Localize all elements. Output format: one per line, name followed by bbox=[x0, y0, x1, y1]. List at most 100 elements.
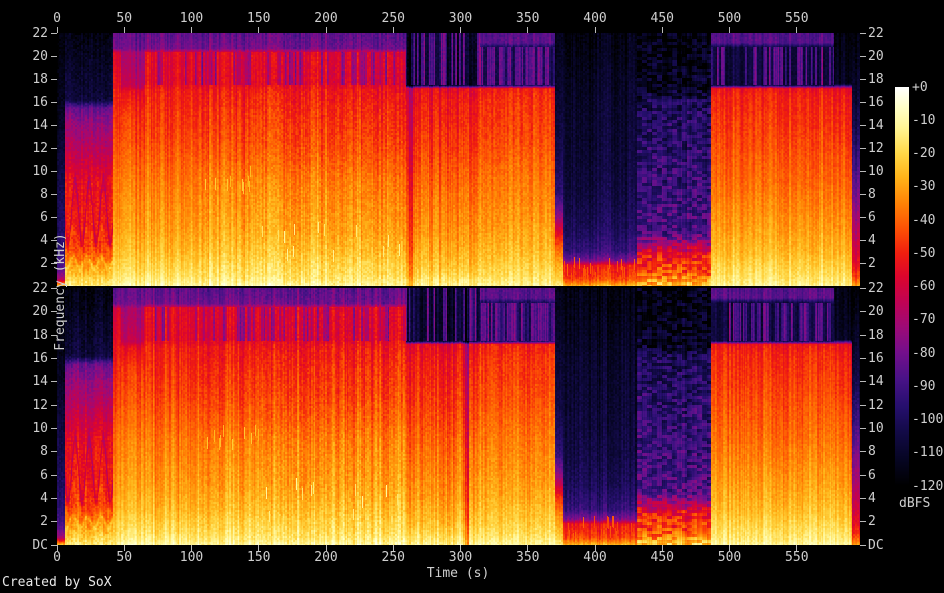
freq-tick-left bbox=[51, 474, 57, 476]
freq-tick-label-left: 14 bbox=[32, 374, 48, 390]
freq-tick-left bbox=[51, 262, 57, 264]
top-time-tick-label: 400 bbox=[583, 11, 607, 26]
top-time-tick bbox=[392, 27, 394, 33]
freq-tick-label-right: 10 bbox=[868, 420, 884, 436]
bottom-time-tick bbox=[325, 545, 327, 551]
freq-tick-right bbox=[860, 193, 866, 195]
freq-tick-left bbox=[51, 101, 57, 103]
freq-tick-label-right: 22 bbox=[868, 26, 884, 42]
freq-tick-label-left: 4 bbox=[40, 232, 48, 248]
top-time-tick bbox=[325, 27, 327, 33]
freq-tick-label-left: 12 bbox=[32, 397, 48, 413]
freq-tick-left bbox=[51, 288, 57, 290]
freq-tick-right bbox=[860, 381, 866, 383]
freq-tick-label-right: 22 bbox=[868, 281, 884, 297]
bottom-time-tick-label: 100 bbox=[179, 550, 204, 565]
freq-tick-label-right: 14 bbox=[868, 117, 884, 133]
top-time-tick bbox=[796, 27, 798, 33]
freq-tick-right bbox=[860, 404, 866, 406]
freq-tick-right bbox=[860, 544, 866, 546]
bottom-time-tick-label: 500 bbox=[717, 550, 742, 565]
freq-tick-left bbox=[51, 404, 57, 406]
created-by-sox-credit: Created by SoX bbox=[2, 575, 112, 590]
top-time-tick bbox=[123, 27, 125, 33]
freq-tick-label-left: 6 bbox=[40, 467, 48, 483]
top-time-tick bbox=[661, 27, 663, 33]
freq-tick-left bbox=[51, 239, 57, 241]
freq-tick-left bbox=[51, 78, 57, 80]
freq-tick-right bbox=[860, 288, 866, 290]
spectrogram-channel-2 bbox=[57, 288, 860, 545]
freq-tick-left bbox=[51, 427, 57, 429]
colorbar-tick-label: -120 bbox=[912, 478, 944, 494]
freq-tick-label-right: 10 bbox=[868, 163, 884, 179]
freq-tick-right bbox=[860, 170, 866, 172]
top-time-tick-label: 550 bbox=[785, 11, 809, 26]
freq-tick-label-left: 18 bbox=[32, 71, 48, 87]
top-time-tick-label: 200 bbox=[314, 11, 338, 26]
freq-tick-left bbox=[51, 521, 57, 523]
freq-tick-label-right: 2 bbox=[868, 255, 876, 271]
freq-tick-label-right: 14 bbox=[868, 374, 884, 390]
bottom-time-tick bbox=[661, 545, 663, 551]
colorbar-tick-label: -30 bbox=[912, 179, 936, 195]
freq-tick-right bbox=[860, 262, 866, 264]
freq-tick-label-right: 18 bbox=[868, 71, 884, 87]
bottom-time-tick-label: 400 bbox=[583, 550, 607, 565]
top-time-tick-label: 50 bbox=[116, 11, 133, 26]
freq-tick-right bbox=[860, 33, 866, 35]
freq-tick-left bbox=[51, 124, 57, 126]
freq-tick-left bbox=[51, 544, 57, 546]
x-axis-title: Time (s) bbox=[426, 566, 490, 581]
freq-tick-label-left: 20 bbox=[32, 49, 48, 65]
bottom-time-tick bbox=[258, 545, 260, 551]
top-time-tick-label: 100 bbox=[179, 11, 204, 26]
bottom-time-tick-label: 0 bbox=[53, 550, 61, 565]
top-time-tick bbox=[527, 27, 529, 33]
freq-tick-label-left: 16 bbox=[32, 351, 48, 366]
freq-tick-right bbox=[860, 334, 866, 336]
freq-tick-right bbox=[860, 497, 866, 499]
freq-tick-label-left: 10 bbox=[32, 420, 48, 436]
freq-tick-label-right: 4 bbox=[868, 490, 876, 506]
colorbar-tick-label: -20 bbox=[912, 146, 936, 161]
freq-tick-label-left: 10 bbox=[32, 163, 48, 179]
freq-tick-left bbox=[51, 216, 57, 218]
top-time-tick bbox=[460, 27, 462, 33]
y-axis-title: Frequency (kHz) bbox=[53, 233, 69, 351]
top-time-tick-label: 500 bbox=[717, 11, 742, 26]
freq-tick-left bbox=[51, 193, 57, 195]
freq-tick-label-left: 16 bbox=[32, 94, 48, 110]
bottom-time-tick-label: 250 bbox=[381, 550, 405, 565]
freq-tick-right bbox=[860, 56, 866, 58]
freq-tick-left bbox=[51, 311, 57, 313]
freq-tick-right bbox=[860, 451, 866, 453]
freq-tick-label-right: 4 bbox=[868, 232, 876, 248]
colorbar-tick-label: -10 bbox=[912, 112, 936, 128]
freq-tick-left bbox=[51, 451, 57, 453]
bottom-time-tick bbox=[56, 545, 58, 551]
freq-tick-left bbox=[51, 358, 57, 359]
freq-tick-label-left: 2 bbox=[40, 255, 48, 271]
freq-tick-right bbox=[860, 521, 866, 523]
freq-tick-label-left: 4 bbox=[40, 490, 48, 506]
top-time-tick-label: 250 bbox=[381, 11, 405, 26]
freq-tick-left bbox=[51, 170, 57, 172]
freq-tick-label-right: 16 bbox=[868, 351, 884, 366]
colorbar-tick-label: -100 bbox=[912, 412, 944, 427]
colorbar-tick-label: -40 bbox=[912, 212, 936, 228]
bottom-time-tick bbox=[123, 545, 125, 551]
freq-tick-label-right: 12 bbox=[868, 397, 884, 413]
freq-tick-label-left: 22 bbox=[32, 26, 48, 42]
freq-tick-right bbox=[860, 474, 866, 476]
bottom-time-tick-label: 200 bbox=[314, 550, 338, 565]
bottom-time-tick-label: 150 bbox=[247, 550, 271, 565]
bottom-time-tick bbox=[594, 545, 596, 551]
freq-tick-label-right: 6 bbox=[868, 467, 876, 483]
top-time-tick bbox=[56, 27, 58, 33]
freq-tick-label-right: DC bbox=[868, 537, 884, 553]
colorbar-tick-label: -90 bbox=[912, 378, 936, 394]
top-time-tick-label: 150 bbox=[247, 11, 271, 26]
bottom-time-tick-label: 550 bbox=[785, 550, 809, 565]
